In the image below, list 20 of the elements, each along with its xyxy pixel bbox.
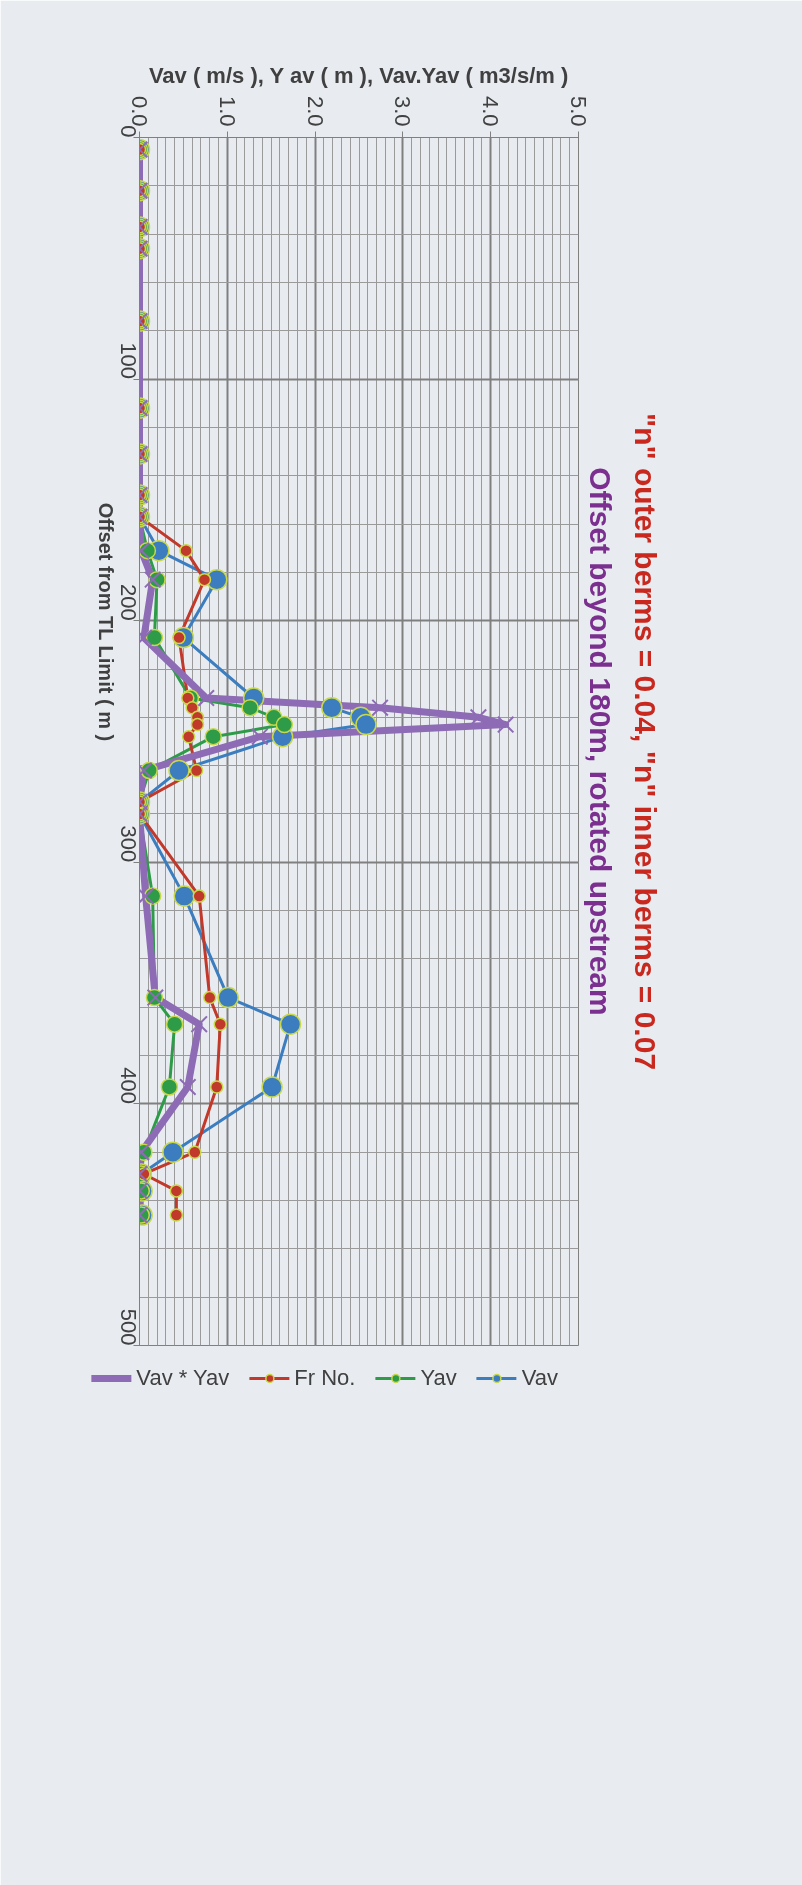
legend-label: Fr No. xyxy=(294,1365,356,1391)
x-axis-title: Vav ( m/s ), Y av ( m ), Vav.Yav ( m3/s/m ) xyxy=(148,62,569,88)
x-tick-label: 4.0 xyxy=(478,95,504,127)
x-tick-label: 5.0 xyxy=(566,95,591,127)
legend-label: Vav xyxy=(521,1365,558,1391)
y-tick-label: 500 xyxy=(116,1308,141,1346)
y-tick-label: 200 xyxy=(116,583,141,621)
y-axis-title: Offset from TL Limit ( m ) xyxy=(94,502,117,742)
legend-label: Yav xyxy=(420,1365,457,1391)
x-tick-label: 3.0 xyxy=(390,95,416,127)
x-tick-label: 1.0 xyxy=(214,95,240,127)
legend-label: Vav * Yav xyxy=(136,1365,230,1391)
y-tick-label: 300 xyxy=(116,825,141,863)
x-tick-label: 2.0 xyxy=(302,95,328,127)
y-tick-label: 400 xyxy=(116,1067,141,1104)
text: Offset beyond 180m, rotated upstream xyxy=(583,467,617,1016)
y-tick-label: 0 xyxy=(116,125,141,138)
y-tick-label: 100 xyxy=(116,342,141,380)
x-tick-label: 0.0 xyxy=(127,95,152,127)
text: "n" outer berms = 0.04, "n" inner berms = 0.07 xyxy=(628,412,662,1071)
